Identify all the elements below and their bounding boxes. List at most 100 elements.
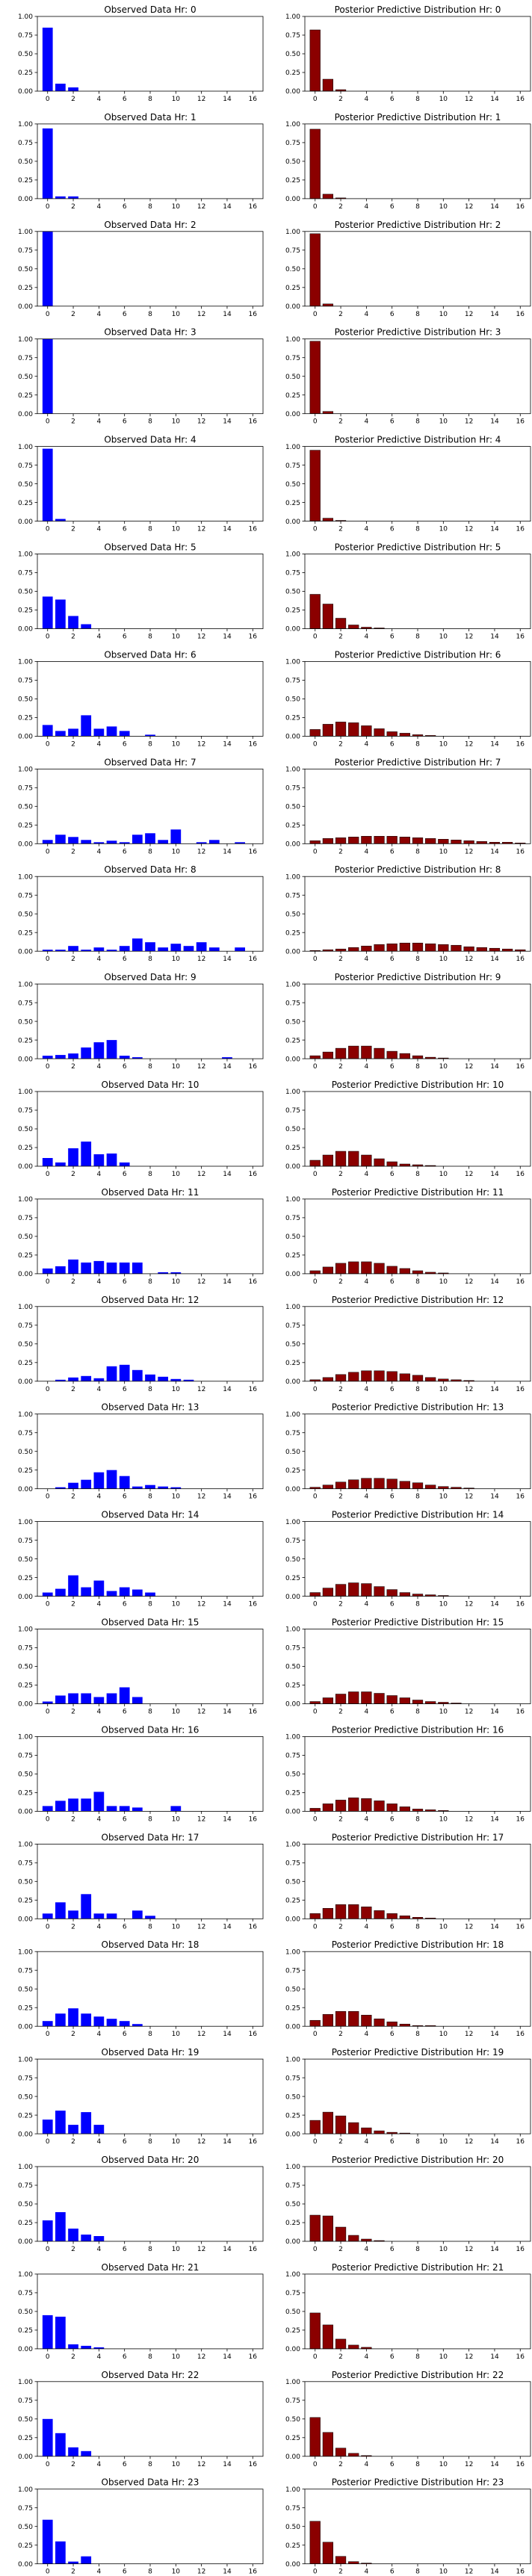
bar bbox=[196, 942, 207, 952]
y-tick-label: 0.25 bbox=[285, 1898, 300, 1905]
y-tick-label: 0.00 bbox=[285, 2238, 300, 2246]
bar bbox=[309, 1270, 321, 1275]
x-tick-label: 4 bbox=[364, 1171, 368, 1178]
x-tick-label: 0 bbox=[46, 1601, 50, 1609]
axes-frame bbox=[37, 123, 264, 199]
x-tick-label: 14 bbox=[223, 1493, 232, 1501]
y-tick-label: 0.75 bbox=[18, 2075, 33, 2082]
bar bbox=[183, 1379, 194, 1381]
chart-title: Observed Data Hr: 4 bbox=[104, 435, 196, 445]
y-tick-label: 0.50 bbox=[18, 1556, 33, 1564]
y-tick-label: 1.00 bbox=[285, 336, 300, 344]
y-tick-label: 0.00 bbox=[285, 948, 300, 956]
y-tick-label: 0.50 bbox=[285, 374, 300, 381]
x-tick-label: 0 bbox=[46, 2353, 50, 2361]
x-tick-label: 12 bbox=[465, 1063, 473, 1071]
bar bbox=[68, 1693, 78, 1704]
bar bbox=[309, 2120, 321, 2134]
x-tick-label: 16 bbox=[516, 2569, 525, 2576]
bar bbox=[309, 1159, 321, 1167]
y-tick-label: 0.00 bbox=[18, 2561, 33, 2569]
y-tick-label: 0.25 bbox=[285, 1037, 300, 1044]
axes-frame bbox=[37, 446, 264, 521]
x-tick-label: 12 bbox=[197, 2031, 205, 2038]
observed-panel: Observed Data Hr: 14 0.00 0.25 0.50 0.75 1.00… bbox=[18, 1510, 264, 1609]
bar bbox=[119, 1476, 130, 1489]
x-tick-label: 8 bbox=[148, 96, 152, 103]
x-tick-label: 16 bbox=[516, 1709, 525, 1716]
y-tick-label: 0.25 bbox=[285, 823, 300, 830]
x-tick-label: 16 bbox=[249, 1815, 258, 1823]
x-tick-label: 0 bbox=[46, 418, 50, 426]
x-tick-label: 2 bbox=[338, 2461, 343, 2468]
bar bbox=[309, 1055, 321, 1059]
y-tick-label: 0.50 bbox=[285, 1556, 300, 1564]
bar bbox=[132, 1262, 143, 1274]
bar bbox=[309, 2521, 321, 2564]
x-tick-label: 4 bbox=[364, 1923, 368, 1931]
y-tick-label: 0.50 bbox=[285, 1233, 300, 1241]
x-tick-label: 0 bbox=[46, 311, 50, 318]
bar bbox=[348, 2344, 359, 2350]
bar bbox=[374, 2130, 385, 2134]
x-tick-label: 12 bbox=[197, 1709, 205, 1716]
posterior-panel: Posterior Predictive Distribution Hr: 14… bbox=[285, 1510, 531, 1609]
x-tick-label: 12 bbox=[465, 2138, 473, 2146]
x-tick-label: 0 bbox=[313, 2246, 318, 2253]
posterior-panel: Posterior Predictive Distribution Hr: 10… bbox=[285, 1080, 531, 1178]
x-tick-label: 12 bbox=[197, 96, 205, 103]
posterior-panel: Posterior Predictive Distribution Hr: 5 0… bbox=[285, 542, 531, 641]
x-tick-label: 0 bbox=[46, 1278, 50, 1286]
x-tick-label: 10 bbox=[439, 1386, 448, 1393]
bar bbox=[42, 1592, 53, 1597]
y-tick-label: 0.50 bbox=[18, 1879, 33, 1886]
bar bbox=[42, 28, 53, 91]
posterior-panel: Posterior Predictive Distribution Hr: 9 0… bbox=[285, 972, 531, 1071]
y-tick-label: 0.00 bbox=[18, 1378, 33, 1386]
y-tick-label: 0.00 bbox=[285, 411, 300, 418]
x-tick-label: 6 bbox=[123, 526, 127, 533]
bar bbox=[42, 840, 53, 844]
x-tick-label: 12 bbox=[465, 634, 473, 641]
chart-title: Observed Data Hr: 7 bbox=[104, 757, 196, 767]
observed-panel: Observed Data Hr: 17 0.00 0.25 0.50 0.75 1.00… bbox=[18, 1832, 264, 1931]
bar bbox=[386, 1161, 398, 1167]
chart-title: Posterior Predictive Distribution Hr: 8 bbox=[335, 864, 501, 875]
y-tick-label: 0.75 bbox=[285, 32, 300, 40]
observed-panel: Observed Data Hr: 12 0.00 0.25 0.50 0.75 1.00… bbox=[18, 1295, 264, 1393]
y-tick-label: 1.00 bbox=[285, 1519, 300, 1526]
y-tick-label: 0.50 bbox=[18, 589, 33, 596]
bar bbox=[451, 840, 462, 844]
x-tick-label: 4 bbox=[364, 848, 368, 855]
chart-title: Observed Data Hr: 3 bbox=[104, 327, 196, 338]
observed-panel: Observed Data Hr: 6 0.00 0.25 0.50 0.75 1.00 0… bbox=[18, 649, 264, 748]
x-tick-label: 2 bbox=[338, 1278, 343, 1286]
posterior-panel: Posterior Predictive Distribution Hr: 10… bbox=[285, 112, 531, 211]
x-tick-label: 14 bbox=[223, 1063, 232, 1071]
bar bbox=[335, 722, 347, 737]
y-tick-label: 0.00 bbox=[285, 88, 300, 96]
bar bbox=[322, 1051, 333, 1059]
y-tick-label: 0.25 bbox=[18, 715, 33, 722]
bar bbox=[68, 2447, 78, 2456]
x-tick-label: 6 bbox=[390, 956, 395, 963]
axes-frame bbox=[37, 1843, 264, 1919]
bar bbox=[68, 87, 78, 91]
y-tick-label: 0.25 bbox=[18, 1790, 33, 1798]
axes-frame bbox=[37, 661, 264, 737]
bar bbox=[42, 1268, 53, 1274]
y-tick-label: 1.00 bbox=[18, 1734, 33, 1741]
posterior-panel: Posterior Predictive Distribution Hr: 13… bbox=[285, 1402, 531, 1501]
x-tick-label: 16 bbox=[516, 634, 525, 641]
x-tick-label: 16 bbox=[516, 740, 525, 748]
y-tick-label: 0.00 bbox=[285, 1378, 300, 1386]
chart-title: Posterior Predictive Distribution Hr: 6 bbox=[335, 649, 501, 660]
x-tick-label: 16 bbox=[516, 2461, 525, 2468]
x-tick-label: 0 bbox=[46, 203, 50, 211]
x-tick-label: 4 bbox=[96, 1709, 101, 1716]
y-tick-label: 0.00 bbox=[285, 734, 300, 741]
x-tick-label: 12 bbox=[197, 1386, 205, 1393]
y-tick-label: 0.50 bbox=[18, 374, 33, 381]
x-tick-label: 8 bbox=[148, 418, 152, 426]
x-tick-label: 2 bbox=[71, 311, 75, 318]
